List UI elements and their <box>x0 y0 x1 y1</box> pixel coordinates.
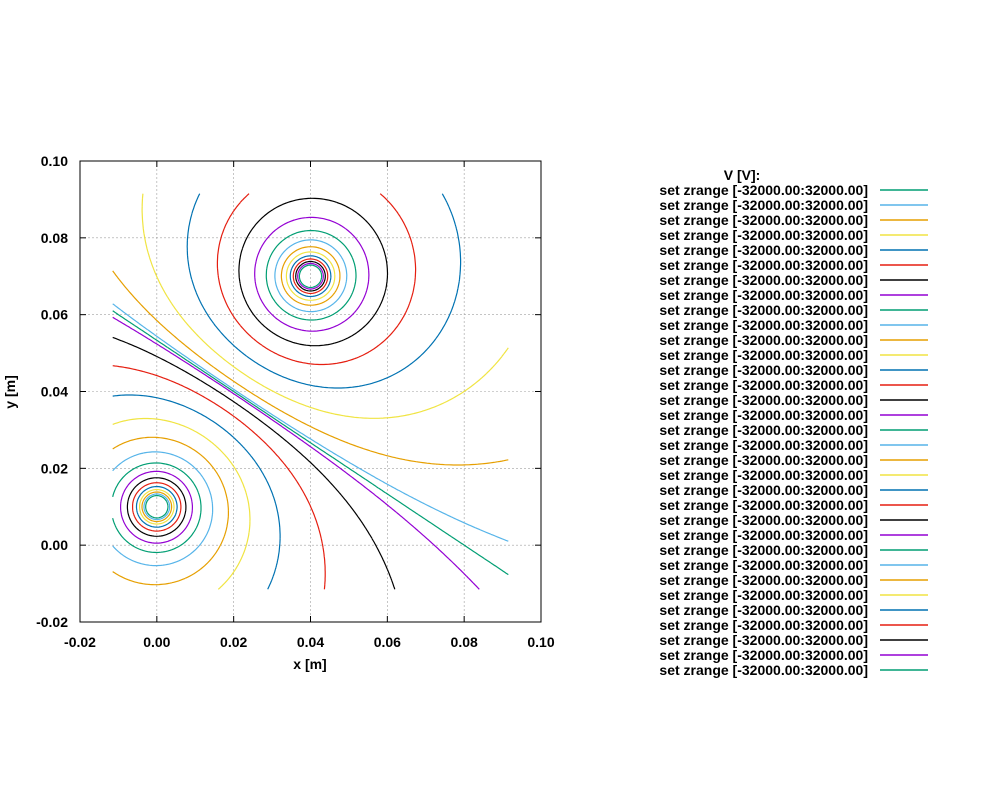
contour-line-28 <box>289 255 332 298</box>
legend-entry-label: set zrange [-32000.00:32000.00] <box>659 302 868 318</box>
contour-line-18 <box>112 270 509 466</box>
legend-entry-label: set zrange [-32000.00:32000.00] <box>659 422 868 438</box>
contour-line-6 <box>126 477 187 537</box>
contour-line-0 <box>145 494 169 519</box>
legend-entry-label: set zrange [-32000.00:32000.00] <box>659 317 868 333</box>
contour-line-14 <box>112 336 396 590</box>
contour-line-4 <box>135 485 178 528</box>
contour-line-3 <box>139 488 175 525</box>
legend-entry-label: set zrange [-32000.00:32000.00] <box>659 242 868 258</box>
contour-line-26 <box>280 246 341 306</box>
contour-line-25 <box>274 239 348 313</box>
x-axis-label: x [m] <box>293 656 326 672</box>
contour-line-23 <box>254 216 370 332</box>
contour-line-9 <box>112 451 214 567</box>
contour-line-1 <box>143 493 171 521</box>
y-tick-label: -0.02 <box>36 614 68 630</box>
legend-entry-label: set zrange [-32000.00:32000.00] <box>659 377 868 393</box>
legend-entry-label: set zrange [-32000.00:32000.00] <box>659 632 868 648</box>
legend-entry-label: set zrange [-32000.00:32000.00] <box>659 662 868 678</box>
x-tick-label: 0.04 <box>297 634 324 650</box>
legend-entry-label: set zrange [-32000.00:32000.00] <box>659 332 868 348</box>
legend-entry-label: set zrange [-32000.00:32000.00] <box>659 257 868 273</box>
contour-line-7 <box>120 470 193 544</box>
contour-line-15 <box>112 316 480 590</box>
x-tick-label: 0.02 <box>220 634 247 650</box>
legend-entry-label: set zrange [-32000.00:32000.00] <box>659 617 868 633</box>
contour-line-16 <box>112 310 509 576</box>
legend-entry-label: set zrange [-32000.00:32000.00] <box>659 467 868 483</box>
legend-entry-label: set zrange [-32000.00:32000.00] <box>659 542 868 558</box>
legend-entry-label: set zrange [-32000.00:32000.00] <box>659 512 868 528</box>
contour-line-17 <box>112 303 509 542</box>
contour-line-24 <box>265 229 357 321</box>
y-tick-label: 0.02 <box>41 460 68 476</box>
x-tick-label: 0.00 <box>143 634 170 650</box>
legend-entry-label: set zrange [-32000.00:32000.00] <box>659 557 868 573</box>
legend-entry-label: set zrange [-32000.00:32000.00] <box>659 197 868 213</box>
legend-entry-label: set zrange [-32000.00:32000.00] <box>659 602 868 618</box>
contour-line-11 <box>112 417 251 590</box>
axis-ticks: -0.02 0.00 0.02 0.04 0.06 0.08 0.10 -0.02 0.00 0.… <box>36 153 555 650</box>
legend: V [V]: set zrange [-32000.00:32000.00]se… <box>659 167 928 678</box>
contour-line-27 <box>285 251 336 301</box>
contour-line-20 <box>186 193 462 389</box>
legend-entry-label: set zrange [-32000.00:32000.00] <box>659 227 868 243</box>
legend-entry-label: set zrange [-32000.00:32000.00] <box>659 362 868 378</box>
legend-entry-label: set zrange [-32000.00:32000.00] <box>659 392 868 408</box>
legend-entry-label: set zrange [-32000.00:32000.00] <box>659 407 868 423</box>
contour-line-22 <box>238 197 389 347</box>
legend-entry-label: set zrange [-32000.00:32000.00] <box>659 587 868 603</box>
contour-line-2 <box>141 491 173 523</box>
contour-line-8 <box>112 462 202 554</box>
contour-line-29 <box>292 258 329 295</box>
legend-entry-label: set zrange [-32000.00:32000.00] <box>659 347 868 363</box>
legend-entry-label: set zrange [-32000.00:32000.00] <box>659 572 868 588</box>
legend-entry-label: set zrange [-32000.00:32000.00] <box>659 272 868 288</box>
grid-lines <box>80 161 541 622</box>
legend-entry-label: set zrange [-32000.00:32000.00] <box>659 182 868 198</box>
legend-entry-label: set zrange [-32000.00:32000.00] <box>659 452 868 468</box>
contour-line-5 <box>132 482 182 532</box>
contour-line-30 <box>295 260 326 292</box>
legend-entry-label: set zrange [-32000.00:32000.00] <box>659 287 868 303</box>
y-tick-label: 0.06 <box>41 307 68 323</box>
contour-line-12 <box>112 394 281 590</box>
y-tick-label: 0.04 <box>41 384 68 400</box>
legend-title: V [V]: <box>724 167 761 183</box>
x-tick-label: 0.08 <box>451 634 478 650</box>
contour-line-21 <box>216 193 417 366</box>
y-tick-label: 0.00 <box>41 537 68 553</box>
x-tick-label: 0.06 <box>374 634 401 650</box>
legend-entry-label: set zrange [-32000.00:32000.00] <box>659 527 868 543</box>
y-axis-label: y [m] <box>2 375 18 408</box>
legend-entry-label: set zrange [-32000.00:32000.00] <box>659 497 868 513</box>
x-tick-label: 0.10 <box>527 634 554 650</box>
legend-entry-label: set zrange [-32000.00:32000.00] <box>659 212 868 228</box>
y-tick-label: 0.10 <box>41 153 68 169</box>
contour-line-10 <box>112 436 229 586</box>
legend-entry-label: set zrange [-32000.00:32000.00] <box>659 482 868 498</box>
legend-entry-label: set zrange [-32000.00:32000.00] <box>659 647 868 663</box>
contour-line-32 <box>298 264 323 289</box>
x-tick-label: -0.02 <box>64 634 96 650</box>
contour-line-13 <box>112 365 326 590</box>
y-tick-label: 0.08 <box>41 230 68 246</box>
contour-lines <box>112 193 509 590</box>
contour-line-31 <box>297 262 324 290</box>
legend-entry-label: set zrange [-32000.00:32000.00] <box>659 437 868 453</box>
contour-line-19 <box>141 193 509 419</box>
